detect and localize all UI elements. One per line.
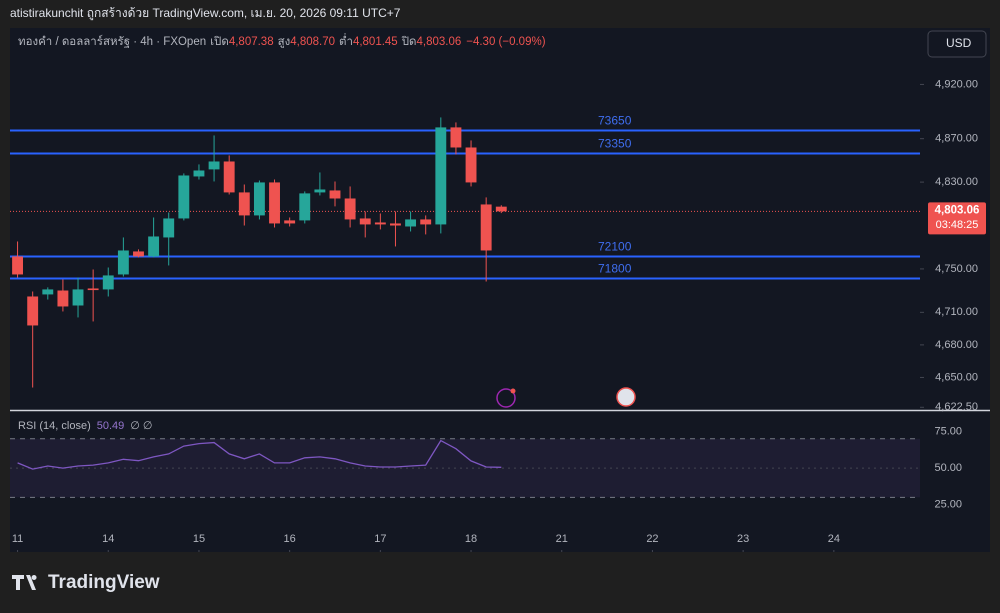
candle-body [102, 275, 114, 290]
countdown: 03:48:25 [936, 219, 979, 231]
y-tick-label: 4,680.00 [935, 339, 978, 351]
low-label: ต่ำ [339, 33, 353, 48]
candle-body [87, 288, 99, 291]
rsi-band [10, 438, 920, 498]
change: −4.30 (−0.09%) [466, 36, 545, 48]
candle-body [329, 190, 341, 199]
level-label: 73650 [598, 114, 632, 128]
candle-body [27, 296, 39, 326]
candle-body [163, 218, 175, 238]
candle-body [405, 219, 417, 227]
level-label: 72100 [598, 240, 632, 254]
y-tick-label: 4,622.50 [935, 401, 978, 413]
x-tick-label: 14 [102, 533, 114, 545]
candle-body [374, 222, 386, 225]
close: 4,803.06 [416, 36, 461, 48]
open-label: เปิด [210, 35, 229, 48]
candle-body [178, 175, 190, 219]
symbol: ทองคำ / ดอลลาร์สหรัฐ · 4h · FXOpen เปิด4,… [18, 33, 546, 48]
candle-body [269, 182, 280, 224]
price-tag [928, 202, 986, 235]
candle-body [495, 206, 507, 212]
candle-body [12, 256, 23, 275]
x-tick-label: 21 [556, 533, 568, 545]
candle-body [117, 250, 129, 275]
rsi-flags: ∅ ∅ [130, 420, 152, 432]
candle-body [193, 170, 205, 177]
logo-mark [12, 575, 37, 590]
candle-body [223, 161, 235, 193]
rsi-title: RSI (14, close) 50.49 ∅ ∅ [18, 420, 153, 432]
y-tick-label: 4,920.00 [935, 78, 978, 90]
candle-body [314, 189, 326, 193]
current-price-label: 4,803.06 [935, 204, 980, 216]
x-tick-label: 15 [193, 533, 205, 545]
level-label: 71800 [598, 262, 632, 276]
y-tick-label: 4,830.00 [935, 176, 978, 188]
logo: TradingView [12, 572, 160, 593]
candle-body [238, 192, 250, 216]
high-label: สูง [278, 36, 291, 48]
x-tick-label: 16 [284, 533, 296, 545]
chart-background [10, 28, 990, 552]
high: 4,808.70 [290, 36, 335, 48]
close-label: ปิด [401, 35, 417, 48]
brand: TradingView [48, 572, 160, 593]
event-dot [510, 388, 516, 394]
currency[interactable]: USD [946, 36, 972, 50]
caption: atistirakunchit ถูกสร้างด้วย TradingView… [10, 6, 401, 21]
candle-body [253, 182, 265, 216]
candle-body [465, 147, 477, 183]
flag-icon[interactable] [616, 387, 636, 407]
y-tick-label: 25.00 [934, 499, 962, 511]
candle-body [208, 161, 220, 170]
symbol-name: ทองคำ / ดอลลาร์สหรัฐ · 4h · FXOpen [18, 34, 206, 48]
y-tick-label: 4,710.00 [935, 306, 978, 318]
candle-body [133, 251, 144, 257]
candle-body [299, 193, 311, 221]
candle-body [480, 204, 492, 251]
y-tick-label: 50.00 [934, 462, 962, 474]
candle-body [435, 127, 447, 225]
x-tick-label: 22 [646, 533, 658, 545]
candle-body [450, 127, 462, 148]
low: 4,801.45 [353, 36, 398, 48]
candle-body [420, 219, 432, 225]
y-tick-label: 4,870.00 [935, 133, 978, 145]
y-tick-label: 4,750.00 [935, 263, 978, 275]
rsi-name: RSI (14, close) [18, 420, 91, 432]
open: 4,807.38 [229, 36, 274, 48]
x-tick-label: 23 [737, 533, 749, 545]
candle-body [359, 218, 371, 225]
rsi-value: 50.49 [97, 420, 125, 432]
y-tick-label: 75.00 [934, 425, 962, 437]
event-icon[interactable] [496, 388, 516, 408]
candle-body [284, 220, 296, 224]
candle-body [148, 236, 160, 257]
level-label: 73350 [598, 137, 632, 151]
candle-body [42, 289, 54, 295]
event-icons [496, 387, 636, 408]
candle-body [57, 290, 69, 307]
currency-button[interactable] [927, 30, 987, 58]
x-tick-label: 17 [374, 533, 386, 545]
x-tick-label: 18 [465, 533, 477, 545]
candle-body [390, 223, 401, 226]
candle-body [72, 289, 84, 306]
x-tick-label: 11 [12, 533, 23, 545]
x-tick-label: 24 [828, 533, 840, 545]
y-tick-label: 4,650.00 [935, 371, 978, 383]
candle-body [344, 198, 356, 220]
rsi-line [17, 439, 502, 470]
